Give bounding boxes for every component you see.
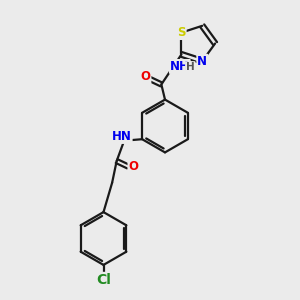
Text: O: O — [140, 70, 151, 83]
Text: NH: NH — [170, 60, 190, 73]
Text: H: H — [186, 62, 195, 72]
Text: S: S — [177, 26, 186, 39]
Text: HN: HN — [112, 130, 132, 143]
Text: O: O — [128, 160, 138, 173]
Text: N: N — [197, 55, 207, 68]
Text: Cl: Cl — [96, 273, 111, 287]
